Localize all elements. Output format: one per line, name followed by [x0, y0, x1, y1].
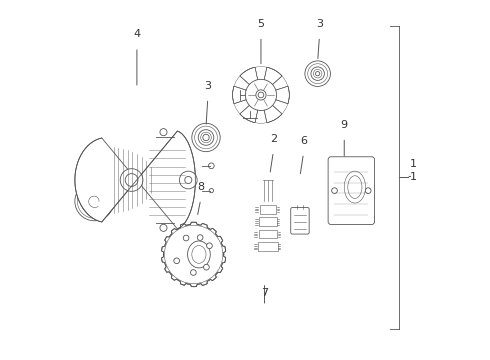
Circle shape	[208, 163, 214, 168]
Polygon shape	[264, 67, 282, 85]
Text: 4: 4	[133, 29, 141, 39]
Circle shape	[203, 134, 209, 141]
Circle shape	[125, 174, 138, 186]
Circle shape	[207, 243, 212, 249]
Circle shape	[198, 130, 214, 145]
Circle shape	[197, 235, 203, 240]
Polygon shape	[162, 222, 226, 287]
Circle shape	[191, 270, 196, 275]
FancyBboxPatch shape	[260, 205, 276, 214]
Text: 7: 7	[261, 288, 268, 298]
FancyBboxPatch shape	[259, 230, 277, 238]
Text: 1: 1	[410, 159, 417, 168]
FancyBboxPatch shape	[258, 242, 278, 251]
Ellipse shape	[188, 241, 210, 268]
Circle shape	[316, 72, 320, 76]
Circle shape	[305, 61, 330, 86]
Polygon shape	[276, 86, 289, 104]
Circle shape	[258, 92, 264, 98]
Polygon shape	[75, 131, 196, 229]
Circle shape	[120, 168, 143, 192]
Circle shape	[160, 224, 167, 231]
Circle shape	[209, 189, 214, 193]
Circle shape	[160, 129, 167, 136]
Polygon shape	[233, 86, 246, 104]
Circle shape	[185, 176, 192, 184]
Circle shape	[91, 198, 98, 205]
Polygon shape	[240, 67, 258, 85]
Circle shape	[332, 188, 337, 193]
Text: 2: 2	[270, 134, 277, 144]
Polygon shape	[240, 105, 258, 123]
Text: 3: 3	[204, 81, 211, 91]
FancyBboxPatch shape	[259, 217, 277, 226]
Text: 8: 8	[197, 182, 204, 192]
Circle shape	[179, 171, 197, 189]
Text: 6: 6	[300, 136, 307, 145]
Text: 5: 5	[257, 19, 265, 29]
Polygon shape	[264, 105, 282, 123]
Circle shape	[366, 188, 371, 193]
Circle shape	[192, 123, 220, 152]
Circle shape	[203, 264, 209, 270]
FancyBboxPatch shape	[328, 157, 374, 225]
FancyBboxPatch shape	[291, 207, 309, 234]
Circle shape	[311, 67, 324, 80]
Text: 3: 3	[316, 19, 323, 29]
Circle shape	[75, 182, 114, 221]
Circle shape	[245, 79, 276, 111]
Text: 1: 1	[410, 172, 417, 183]
Circle shape	[256, 90, 266, 100]
Circle shape	[174, 258, 179, 264]
Circle shape	[183, 235, 189, 241]
Text: 9: 9	[341, 120, 348, 130]
